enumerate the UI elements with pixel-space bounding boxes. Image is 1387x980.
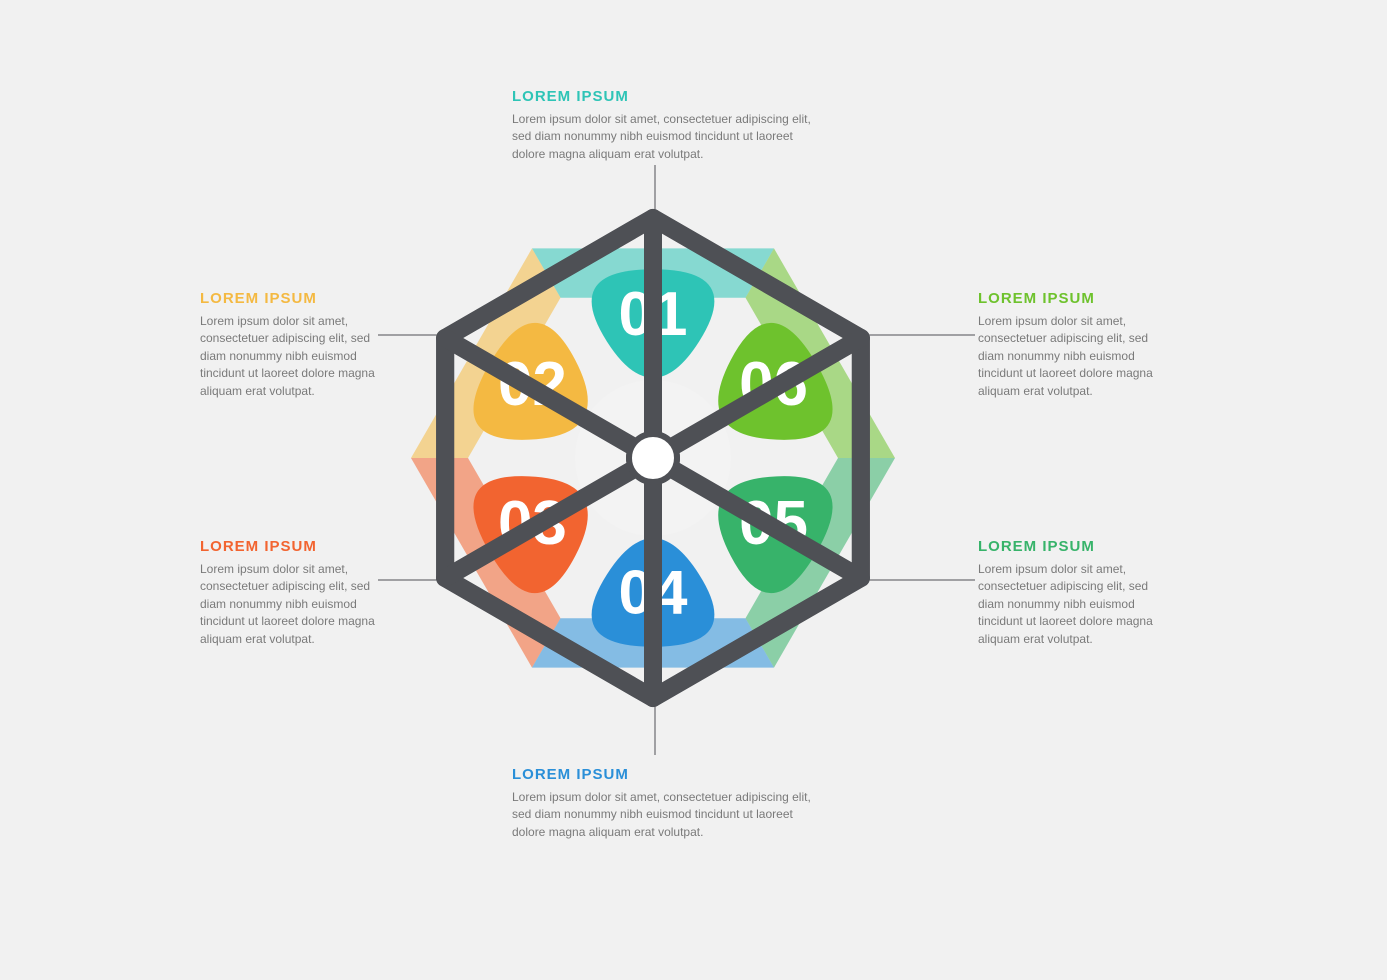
callout-01: LOREM IPSUM Lorem ipsum dolor sit amet, … [512, 88, 817, 163]
callout-body-06: Lorem ipsum dolor sit amet, consectetuer… [978, 313, 1153, 400]
callout-title-04: LOREM IPSUM [512, 766, 817, 783]
callout-06: LOREM IPSUM Lorem ipsum dolor sit amet, … [978, 290, 1153, 400]
callout-04: LOREM IPSUM Lorem ipsum dolor sit amet, … [512, 766, 817, 841]
callout-03: LOREM IPSUM Lorem ipsum dolor sit amet, … [200, 538, 375, 648]
callout-body-02: Lorem ipsum dolor sit amet, consectetuer… [200, 313, 375, 400]
callout-title-06: LOREM IPSUM [978, 290, 1153, 307]
callout-title-02: LOREM IPSUM [200, 290, 375, 307]
callout-05: LOREM IPSUM Lorem ipsum dolor sit amet, … [978, 538, 1153, 648]
callout-body-03: Lorem ipsum dolor sit amet, consectetuer… [200, 561, 375, 648]
callout-body-04: Lorem ipsum dolor sit amet, consectetuer… [512, 789, 817, 841]
callout-02: LOREM IPSUM Lorem ipsum dolor sit amet, … [200, 290, 375, 400]
callout-body-05: Lorem ipsum dolor sit amet, consectetuer… [978, 561, 1153, 648]
callout-title-01: LOREM IPSUM [512, 88, 817, 105]
callout-body-01: Lorem ipsum dolor sit amet, consectetuer… [512, 111, 817, 163]
callout-title-05: LOREM IPSUM [978, 538, 1153, 555]
callout-title-03: LOREM IPSUM [200, 538, 375, 555]
